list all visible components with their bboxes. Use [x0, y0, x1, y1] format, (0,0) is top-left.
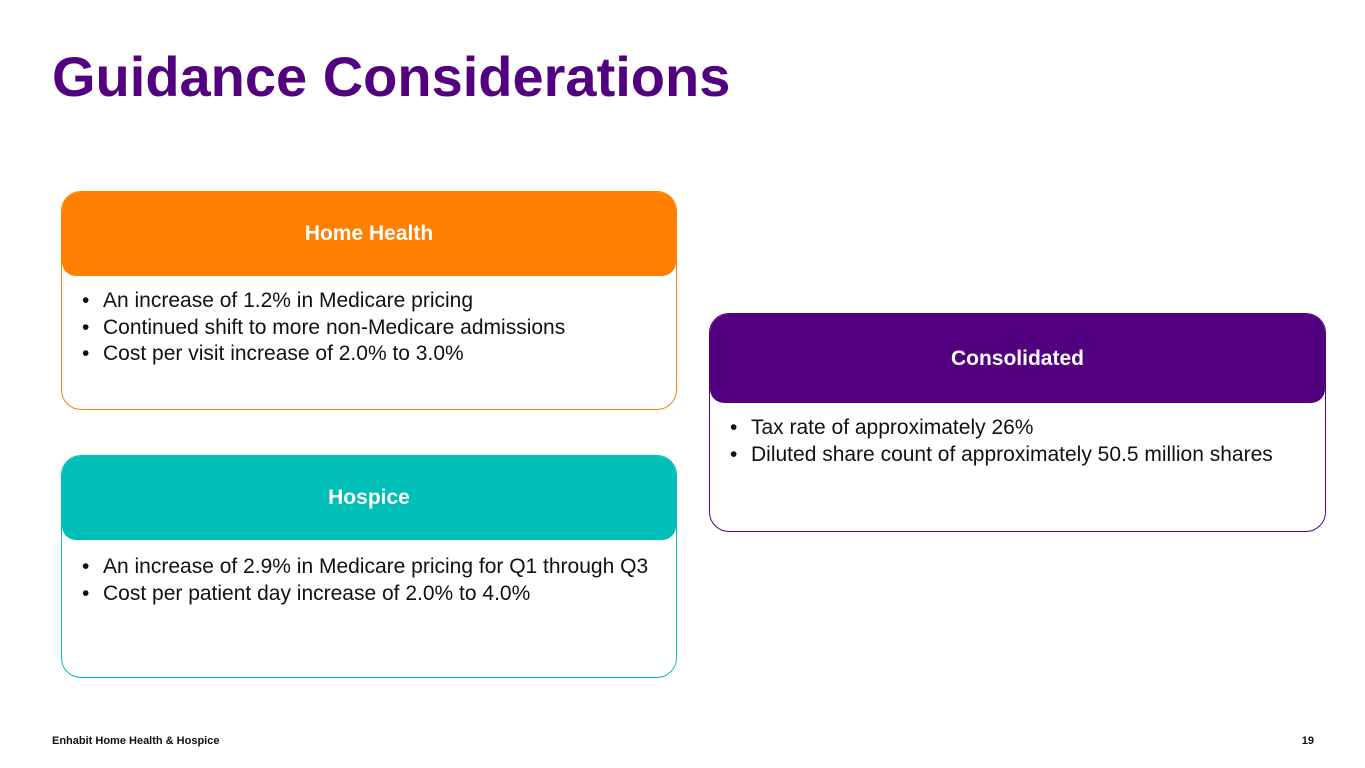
bullet-item: Diluted share count of approximately 50.… — [730, 442, 1307, 469]
bullet-item: Cost per patient day increase of 2.0% to… — [82, 581, 658, 608]
home-health-card: Home Health An increase of 1.2% in Medic… — [61, 191, 677, 410]
bullet-item: Cost per visit increase of 2.0% to 3.0% — [82, 341, 658, 368]
footer-company-name: Enhabit Home Health & Hospice — [52, 735, 220, 747]
home-health-card-header: Home Health — [62, 192, 676, 276]
bullet-item: Tax rate of approximately 26% — [730, 415, 1307, 442]
hospice-bullet-list: An increase of 2.9% in Medicare pricing … — [62, 540, 676, 607]
bullet-item: Continued shift to more non-Medicare adm… — [82, 315, 658, 342]
consolidated-bullet-list: Tax rate of approximately 26% Diluted sh… — [710, 403, 1325, 468]
hospice-card-header: Hospice — [62, 456, 676, 540]
home-health-bullet-list: An increase of 1.2% in Medicare pricing … — [62, 276, 676, 368]
page-title: Guidance Considerations — [52, 45, 731, 108]
bullet-item: An increase of 1.2% in Medicare pricing — [82, 288, 658, 315]
consolidated-card-header: Consolidated — [710, 314, 1325, 403]
hospice-card: Hospice An increase of 2.9% in Medicare … — [61, 455, 677, 678]
page-number: 19 — [1301, 735, 1314, 747]
bullet-item: An increase of 2.9% in Medicare pricing … — [82, 554, 658, 581]
consolidated-card: Consolidated Tax rate of approximately 2… — [709, 313, 1326, 532]
